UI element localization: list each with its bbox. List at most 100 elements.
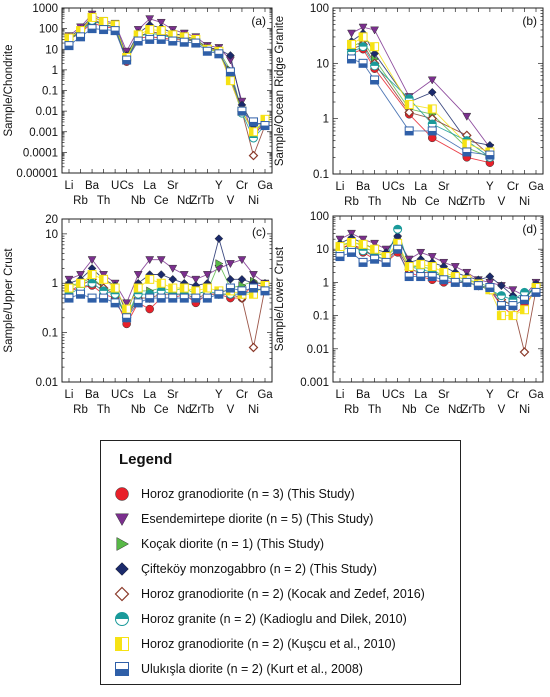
data-point — [133, 298, 143, 308]
x-tick-label: V — [227, 195, 235, 207]
y-tick-label: 0.0001 — [23, 147, 58, 159]
x-tick-label: Ce — [425, 196, 440, 208]
data-point — [347, 29, 356, 38]
x-tick-label: Li — [65, 389, 74, 401]
data-point — [168, 274, 178, 284]
x-tick-label: U — [382, 389, 390, 401]
data-point — [335, 252, 345, 262]
data-point — [64, 41, 74, 51]
data-point — [226, 51, 235, 60]
data-point — [76, 278, 86, 288]
data-point — [358, 32, 368, 42]
x-tick-label: Ni — [248, 404, 259, 416]
legend-marker-icon — [115, 513, 129, 527]
data-point — [248, 283, 258, 293]
data-point — [393, 244, 403, 254]
x-tick-label: Ba — [85, 389, 100, 401]
data-point — [202, 283, 212, 293]
y-tick-label: 20 — [45, 214, 58, 226]
data-point — [462, 277, 472, 287]
y-tick-label: 100 — [310, 211, 329, 223]
panel-label: (a) — [251, 14, 266, 28]
legend-marker-icon — [114, 586, 130, 602]
data-point — [99, 17, 109, 27]
y-axis-label: Sample/Chondrite — [3, 44, 15, 136]
data-point — [145, 304, 154, 314]
data-point — [248, 127, 258, 137]
data-point — [462, 139, 472, 149]
legend-item: Koçak diorite (n = 1) (This Study) — [111, 534, 324, 554]
y-axis-label: Sample/Ocean Ridge Granite — [274, 16, 286, 166]
data-point — [145, 34, 155, 44]
x-tick-label: Ce — [154, 195, 169, 207]
data-point — [156, 18, 166, 27]
legend-marker-icon — [115, 487, 129, 501]
panel-label: (b) — [522, 14, 537, 28]
x-tick-label: Ga — [257, 180, 273, 192]
x-tick-label: Cs — [120, 389, 134, 401]
data-point — [248, 117, 258, 127]
y-tick-label: 0.1 — [313, 311, 329, 323]
x-tick-label: Rb — [344, 196, 359, 208]
x-tick-label: Zr — [461, 404, 472, 416]
y-tick-label: 10 — [45, 44, 58, 56]
data-point — [191, 38, 201, 48]
y-tick-label: 0.00001 — [16, 168, 58, 180]
x-tick-label: Zr — [190, 195, 201, 207]
series-line — [68, 282, 266, 319]
y-tick-label: 0.1 — [313, 169, 329, 181]
data-point — [168, 36, 178, 46]
data-point — [76, 289, 86, 299]
data-point — [122, 313, 132, 323]
data-point — [496, 301, 506, 311]
legend-item: Çifteköy monzogabbro (n = 2) (This Study… — [111, 559, 377, 579]
y-tick-label: 1 — [52, 65, 58, 77]
legend-item: Esendemirtepe diorite (n = 5) (This Stud… — [111, 509, 373, 529]
data-point — [237, 106, 247, 116]
legend-marker — [115, 562, 129, 576]
data-point — [358, 42, 368, 52]
x-tick-label: Cr — [236, 180, 248, 192]
x-tick-label: Tb — [472, 404, 485, 416]
data-point — [531, 287, 541, 297]
legend-marker-icon — [116, 537, 130, 551]
data-point — [145, 15, 155, 24]
data-point — [145, 293, 155, 303]
data-point — [427, 272, 437, 282]
data-point — [393, 224, 403, 234]
data-point — [358, 23, 368, 32]
y-axis-label: Sample/Upper Crust — [3, 248, 15, 353]
y-tick-label: 100 — [310, 3, 329, 15]
x-tick-label: Ni — [248, 195, 259, 207]
x-tick-label: Ni — [519, 196, 530, 208]
data-point — [156, 270, 166, 279]
y-tick-label: 100 — [39, 24, 58, 36]
data-point — [64, 33, 74, 43]
x-tick-label: Y — [215, 389, 223, 401]
legend-label: Ulukışla diorite (n = 2) (Kurt et al., 2… — [141, 662, 363, 676]
x-tick-label: Ba — [85, 180, 100, 192]
x-tick-label: Rb — [73, 404, 88, 416]
data-point — [404, 126, 414, 136]
y-tick-label: 1 — [52, 278, 58, 290]
legend-title: Legend — [119, 451, 173, 468]
x-tick-label: Nb — [131, 195, 146, 207]
data-point — [404, 262, 414, 272]
data-point — [347, 39, 357, 49]
data-point — [122, 55, 132, 65]
data-point — [508, 286, 518, 295]
data-point — [87, 278, 97, 288]
data-point — [122, 304, 132, 314]
series-line — [339, 235, 537, 301]
data-point — [347, 237, 357, 247]
x-tick-label: Cs — [120, 180, 134, 192]
data-point — [485, 272, 495, 281]
data-point — [519, 287, 529, 297]
data-point — [168, 293, 178, 303]
data-point — [215, 259, 224, 269]
data-point — [450, 277, 460, 287]
y-tick-label: 0.001 — [29, 127, 58, 139]
data-point — [370, 239, 380, 248]
x-tick-label: La — [414, 181, 427, 193]
